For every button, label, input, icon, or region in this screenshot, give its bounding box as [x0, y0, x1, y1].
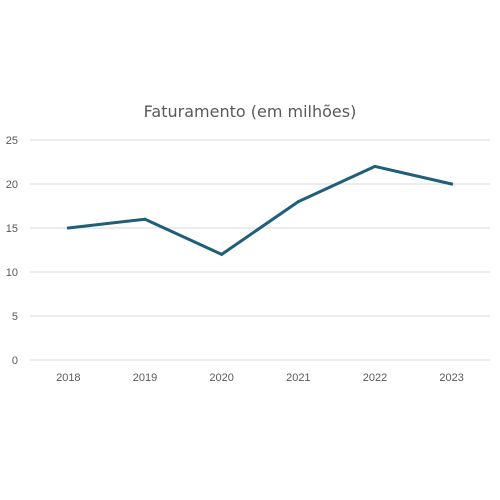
x-tick-label: 2022	[363, 372, 387, 384]
series-line-0	[66, 164, 454, 256]
data-point-2023	[450, 182, 454, 186]
data-point-2021	[296, 200, 300, 204]
data-point-2019	[143, 217, 147, 221]
chart-title: Faturamento (em milhões)	[143, 102, 357, 121]
x-tick-label: 2020	[209, 372, 233, 384]
data-point-2018	[66, 226, 70, 230]
y-tick-label: 0	[12, 355, 18, 367]
x-tick-label: 2018	[56, 372, 80, 384]
y-tick-label: 5	[12, 311, 18, 323]
y-tick-label: 10	[6, 267, 18, 279]
x-tick-label: 2023	[439, 372, 463, 384]
y-tick-label: 25	[6, 135, 18, 147]
data-point-2020	[220, 252, 224, 256]
x-tick-label: 2019	[133, 372, 157, 384]
x-tick-label: 2021	[286, 372, 310, 384]
y-tick-label: 15	[6, 223, 18, 235]
y-tick-label: 20	[6, 179, 18, 191]
data-point-2022	[373, 164, 377, 168]
